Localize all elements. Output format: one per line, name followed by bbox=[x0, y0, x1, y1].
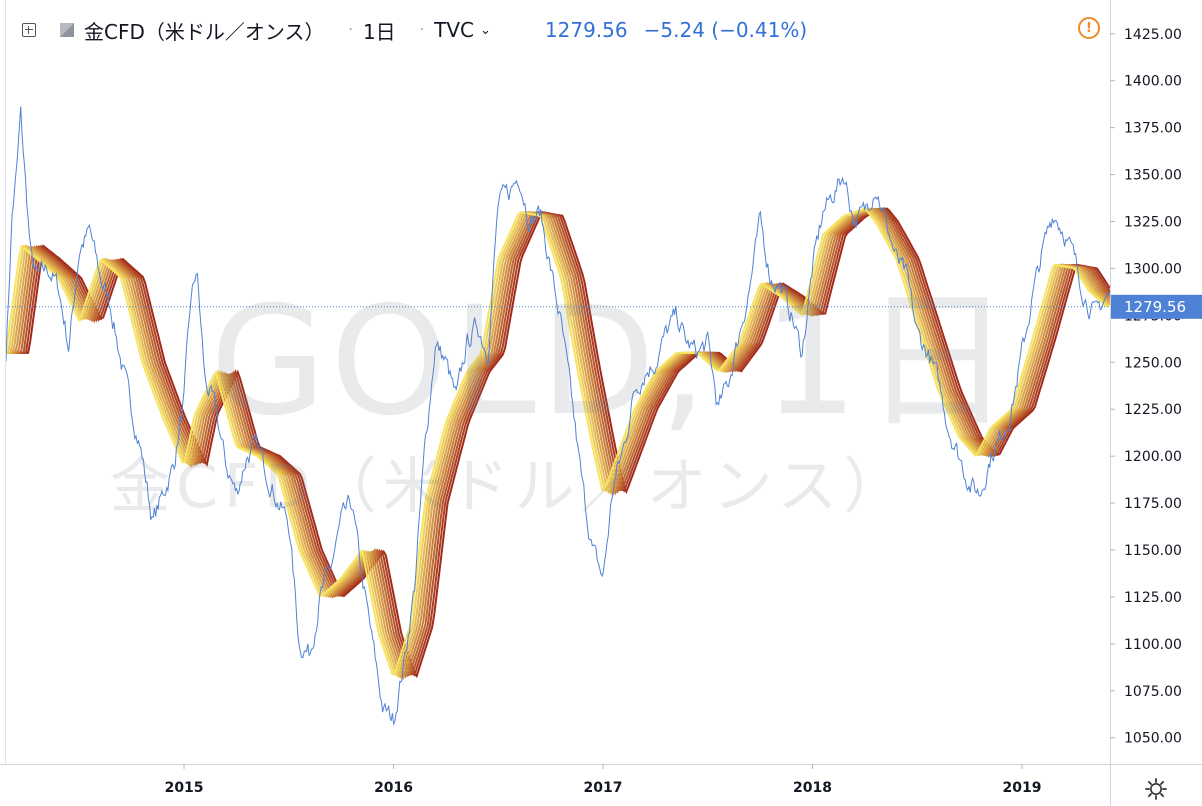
x-axis[interactable]: 2015 2016 2017 2018 2019 bbox=[165, 764, 1042, 796]
price-change: −5.24 (−0.41%) bbox=[643, 18, 808, 42]
interval-label[interactable]: 1日 bbox=[362, 19, 396, 44]
ribbon-group bbox=[6, 207, 1110, 681]
separator-dot: · bbox=[348, 22, 353, 38]
y-tick-label: 1175.00 bbox=[1124, 496, 1182, 512]
y-tick-label: 1400.00 bbox=[1124, 74, 1182, 90]
chevron-down-icon[interactable]: ⌄ bbox=[480, 22, 491, 38]
x-tick-label: 2018 bbox=[793, 780, 832, 796]
y-tick-label: 1300.00 bbox=[1124, 261, 1182, 277]
y-tick-label: 1375.00 bbox=[1124, 121, 1182, 137]
y-tick-label: 1075.00 bbox=[1124, 684, 1182, 700]
x-tick-label: 2017 bbox=[584, 780, 623, 796]
ribbon-line bbox=[6, 207, 1110, 676]
chart-header: 金CFD（米ドル／オンス） · 1日 · TVC ⌄ 1279.56 −5.24… bbox=[0, 14, 807, 46]
last-price-tag-bg bbox=[1111, 294, 1202, 319]
last-price-tag-label: 1279.56 bbox=[1124, 298, 1186, 316]
ribbon-line bbox=[6, 207, 1110, 679]
ribbon-line bbox=[6, 207, 1110, 679]
alert-circle-icon[interactable]: ! bbox=[1078, 17, 1100, 39]
ribbon-line bbox=[6, 207, 1110, 678]
x-tick-label: 2016 bbox=[374, 780, 413, 796]
ribbon-line bbox=[6, 207, 1110, 681]
y-tick-label: 1125.00 bbox=[1124, 590, 1182, 606]
price-line bbox=[6, 106, 1110, 726]
ribbon-line bbox=[6, 207, 1110, 676]
symbol-flag-icon bbox=[60, 23, 74, 37]
expand-box-icon[interactable] bbox=[22, 23, 36, 37]
ribbon-line bbox=[6, 207, 1110, 681]
gear-icon[interactable] bbox=[1144, 777, 1168, 801]
symbol-name[interactable]: 金CFD（米ドル／オンス） bbox=[84, 19, 325, 44]
last-price-tag: 1279.56 bbox=[1111, 294, 1202, 319]
x-tick-label: 2019 bbox=[1003, 780, 1042, 796]
y-tick-label: 1425.00 bbox=[1124, 27, 1182, 43]
source-label[interactable]: TVC bbox=[434, 18, 474, 42]
ribbon-line bbox=[6, 207, 1110, 678]
ribbon-line bbox=[6, 207, 1110, 679]
x-tick-label: 2015 bbox=[165, 780, 204, 796]
ribbon-line bbox=[6, 207, 1110, 677]
y-tick-label: 1350.00 bbox=[1124, 168, 1182, 184]
y-tick-label: 1050.00 bbox=[1124, 731, 1182, 747]
last-price: 1279.56 bbox=[544, 18, 628, 42]
y-tick-label: 1200.00 bbox=[1124, 449, 1182, 465]
y-tick-label: 1100.00 bbox=[1124, 637, 1182, 653]
y-axis[interactable]: 1050.00 1075.00 1100.00 1125.00 1150.00 1175.… bbox=[1110, 27, 1182, 747]
y-tick-label: 1250.00 bbox=[1124, 355, 1182, 371]
y-tick-label: 1150.00 bbox=[1124, 543, 1182, 559]
separator-dot: · bbox=[419, 22, 425, 38]
y-tick-label: 1325.00 bbox=[1124, 215, 1182, 231]
y-tick-label: 1225.00 bbox=[1124, 402, 1182, 418]
